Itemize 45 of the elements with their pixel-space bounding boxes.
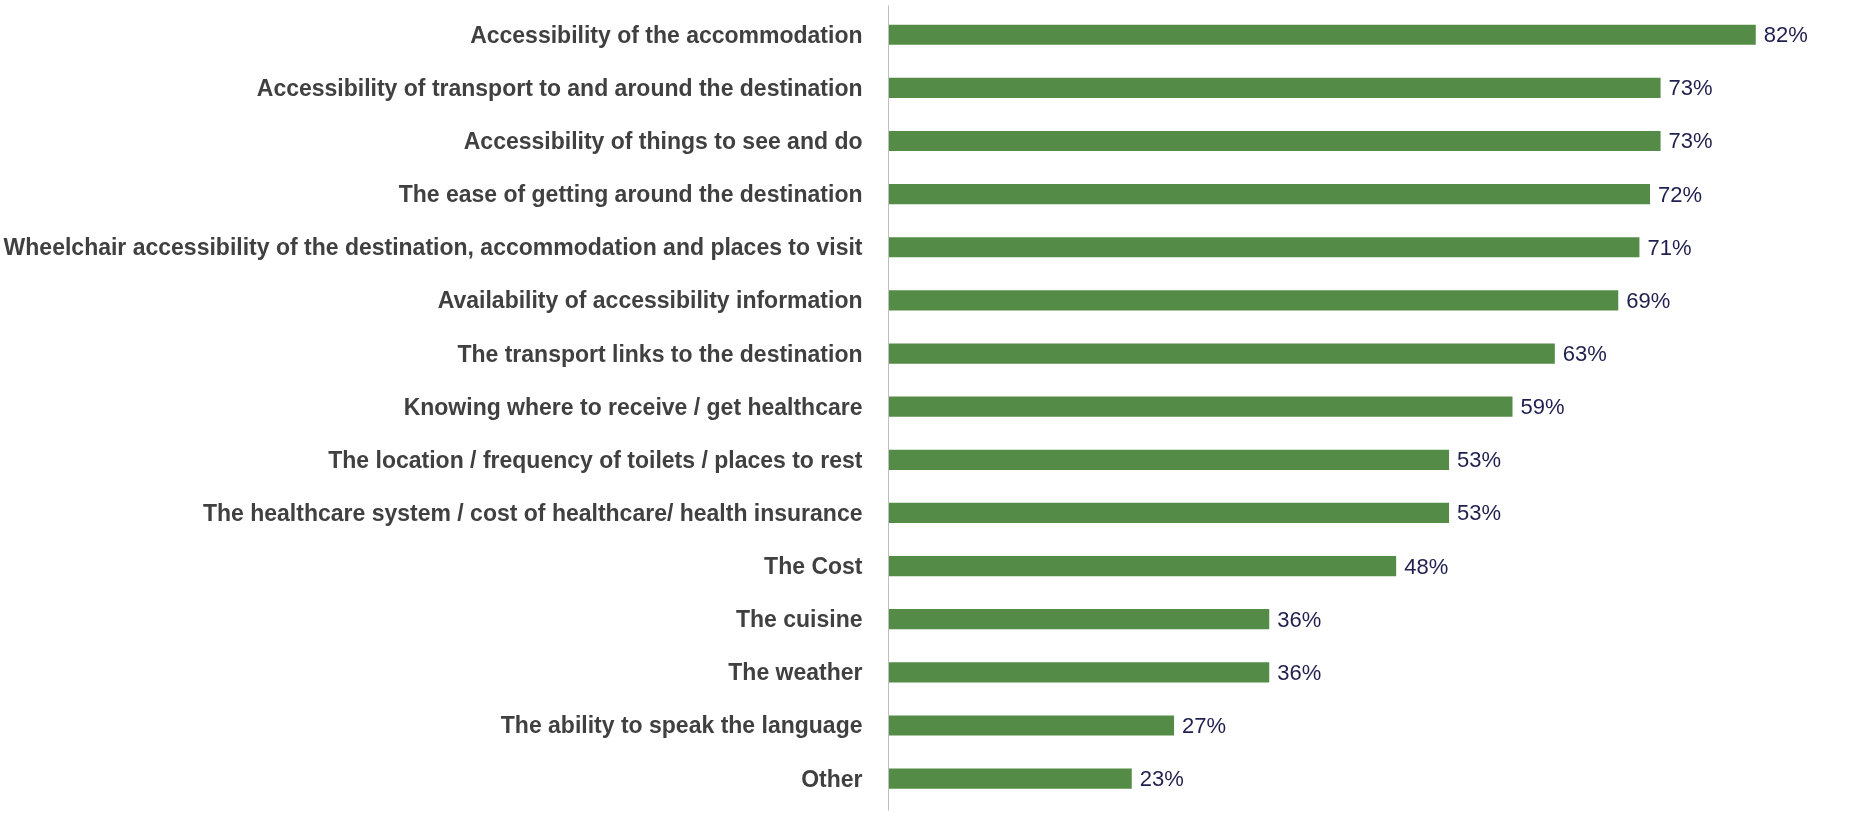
bar [888,396,1513,417]
y-tick-label: The ability to speak the language [500,712,863,739]
bar [888,290,1619,311]
bar [888,449,1450,470]
bar [888,130,1661,152]
data-label: 48% [1404,553,1449,579]
y-tick-label: Availability of accessibility information [437,287,863,314]
data-label: 36% [1277,659,1322,685]
bar [888,502,1450,524]
y-tick-label: Accessibility of transport to and around the destination [256,74,863,101]
y-tick-label: The transport links to the destination [457,340,863,367]
bar [888,237,1640,258]
y-tick-label: The ease of getting around the destination [398,181,863,208]
data-label: 71% [1647,234,1692,260]
bar [888,24,1756,45]
bar [888,662,1270,683]
y-tick-label: Knowing where to receive / get healthcare [403,393,863,420]
bar [888,768,1132,789]
data-label: 59% [1520,394,1565,420]
data-label: 82% [1763,22,1808,48]
bar [888,715,1175,736]
data-label: 23% [1139,766,1184,792]
bar [888,184,1650,205]
data-label: 63% [1562,341,1607,367]
data-label: 27% [1182,712,1227,738]
bar [888,343,1555,364]
y-tick-label: The location / frequency of toilets / places to rest [328,446,863,473]
bar [888,609,1270,630]
data-label: 73% [1668,75,1713,101]
y-tick-label: Accessibility of the accommodation [470,21,863,48]
bar [888,77,1661,98]
data-label: 53% [1457,447,1502,473]
data-label: 69% [1626,287,1671,313]
y-tick-label: Wheelchair accessibility of the destination, accommodation and places to visit [3,234,863,261]
bar [888,555,1397,577]
y-tick-label: The healthcare system / cost of healthcare/ health insurance [202,499,863,526]
y-tick-label: The cuisine [735,606,863,633]
data-label: 73% [1668,128,1713,154]
y-tick-label: Other [801,765,863,792]
y-tick-label: Accessibility of things to see and do [463,128,863,154]
data-label: 72% [1658,181,1703,207]
data-label: 36% [1277,606,1322,632]
data-label: 53% [1457,500,1502,526]
y-tick-label: The Cost [764,553,863,580]
y-tick-label: The weather [728,659,863,686]
